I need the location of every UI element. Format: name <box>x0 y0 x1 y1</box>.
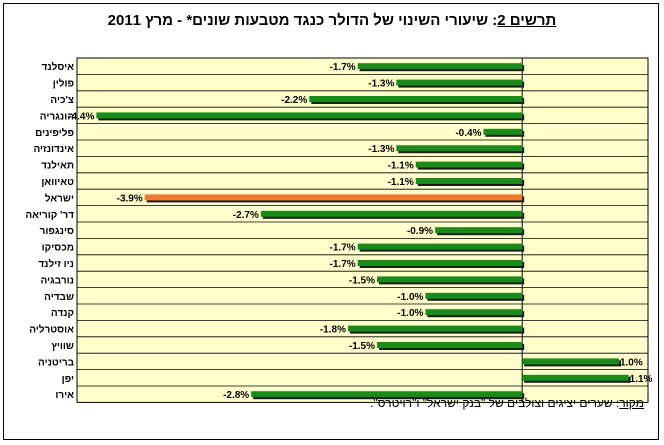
data-label: 1.1% <box>630 374 653 385</box>
data-label: -0.9% <box>407 226 433 237</box>
bar <box>483 128 523 135</box>
data-label: -1.7% <box>330 259 356 270</box>
bar <box>377 342 523 348</box>
bar <box>347 325 523 332</box>
data-label: -1.1% <box>388 161 414 172</box>
data-label: -1.7% <box>330 62 356 73</box>
bar <box>251 391 523 398</box>
category-label: אינדונזיה <box>33 144 74 155</box>
bar-highlight <box>144 194 523 201</box>
category-label: שוויץ <box>51 341 74 352</box>
bar <box>357 63 523 70</box>
data-label: -2.8% <box>223 390 249 401</box>
data-label: 1.0% <box>620 357 643 368</box>
data-label: -1.5% <box>349 341 375 352</box>
data-label: -4.4% <box>68 111 94 122</box>
chart-title-text: : שיעורי השינוי של הדולר כנגד מטבעות שונ… <box>107 12 498 29</box>
bar <box>396 79 523 86</box>
data-label: -1.3% <box>368 144 394 155</box>
data-label: -1.7% <box>330 243 356 254</box>
category-label: הונגריה <box>40 111 74 122</box>
data-label: -1.5% <box>349 275 375 286</box>
bar <box>96 112 523 119</box>
category-label: דר' קוריאה <box>25 210 74 221</box>
category-label: סינגפור <box>40 226 74 237</box>
data-label: -3.9% <box>117 193 143 204</box>
data-label: -1.1% <box>388 177 414 188</box>
category-label: איסלנד <box>42 61 75 73</box>
bar <box>377 276 523 283</box>
data-label: -2.2% <box>281 95 307 106</box>
category-label: טאיוואן <box>41 177 74 188</box>
bar <box>415 178 523 184</box>
bar <box>435 227 523 234</box>
source-note-lead: מקור <box>619 396 644 410</box>
category-label: קנדה <box>51 308 74 319</box>
data-label: -1.0% <box>397 308 423 319</box>
category-label: צ'כיה <box>50 95 74 106</box>
bar <box>522 358 619 365</box>
category-label: ישראל <box>45 192 74 204</box>
data-label: -1.3% <box>368 79 394 90</box>
category-label: שבדיה <box>44 292 74 303</box>
data-label: -1.0% <box>397 292 423 303</box>
chart-title-lead: תרשים 2 <box>497 12 557 29</box>
bar <box>425 292 523 299</box>
bar <box>357 260 523 266</box>
source-note: מקור: שערים יציגים וצולבים של "בנק ישראל… <box>300 396 644 410</box>
bar <box>357 243 523 250</box>
bar <box>522 374 629 381</box>
data-label: -1.8% <box>320 325 346 336</box>
category-label: ניו זילנד <box>38 258 74 270</box>
bar <box>309 96 523 102</box>
category-label: יפן <box>62 374 74 385</box>
category-label: תאילנד <box>41 160 74 172</box>
data-label: -0.4% <box>455 128 481 139</box>
bar <box>260 210 523 217</box>
category-label: אוסטרליה <box>29 324 74 336</box>
data-label: -2.7% <box>233 210 259 221</box>
category-label: אירו <box>55 390 74 401</box>
category-label: מכסיקו <box>42 243 74 254</box>
category-label: פליפינים <box>35 127 74 139</box>
source-note-text: : שערים יציגים וצולבים של "בנק ישראל" ו"… <box>370 396 620 410</box>
bar <box>415 161 523 168</box>
category-label: נורבגיה <box>40 275 74 286</box>
bar <box>425 309 523 316</box>
category-label: פולין <box>53 78 74 90</box>
chart-title: תרשים 2: שיעורי השינוי של הדולר כנגד מטב… <box>0 12 664 29</box>
category-label: בריטניה <box>38 357 75 368</box>
bar <box>396 145 523 152</box>
